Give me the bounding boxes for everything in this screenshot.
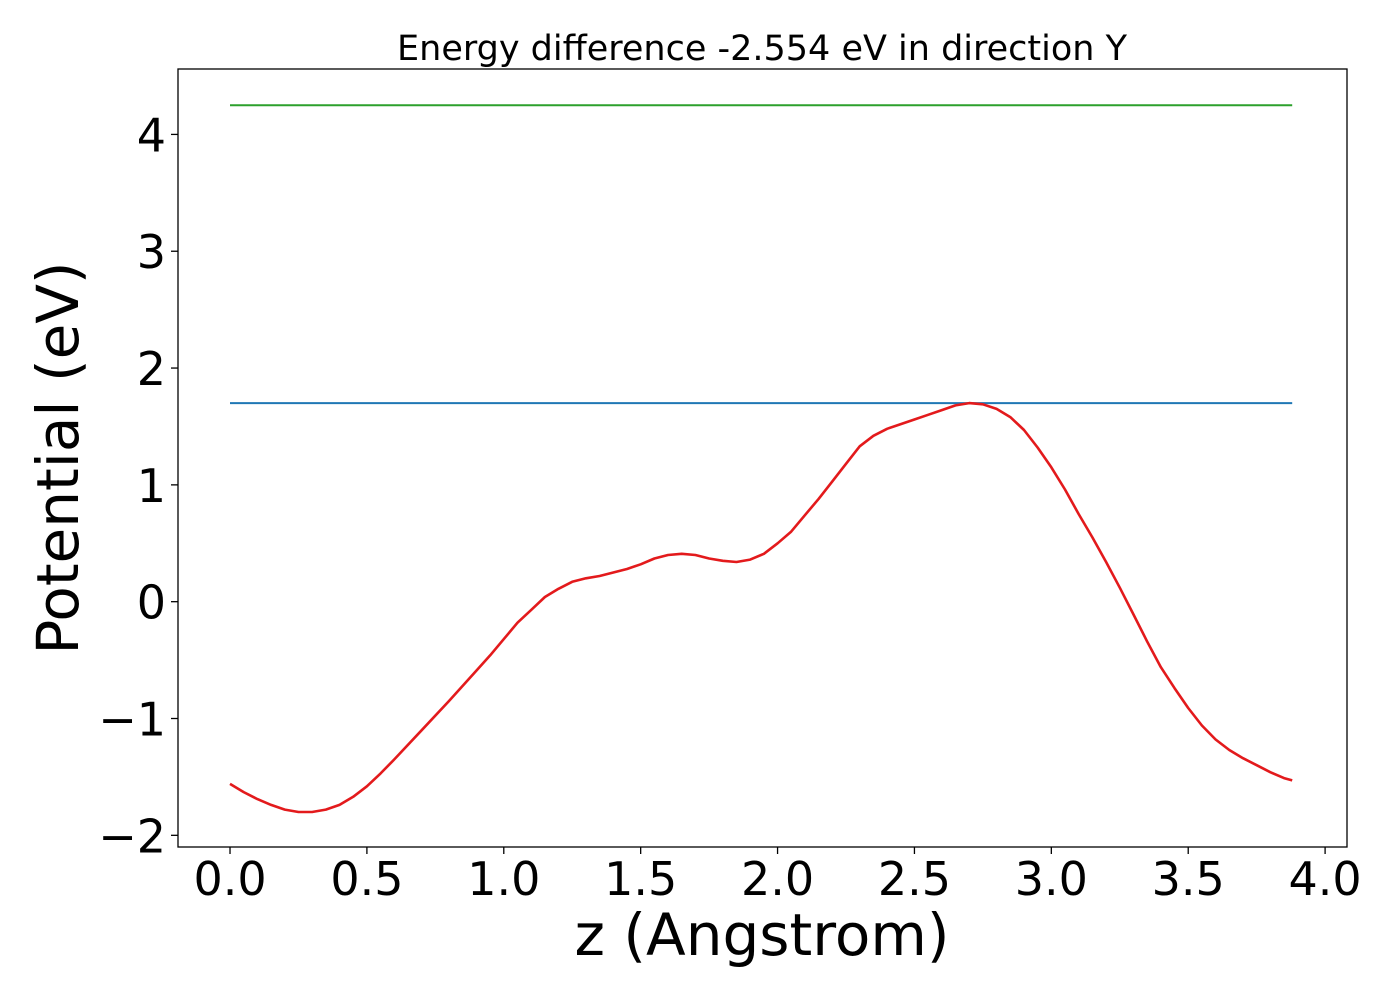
x-tick-label: 3.0: [1015, 852, 1088, 906]
x-tick-label: 0.5: [330, 852, 403, 906]
y-tick-label: 4: [137, 108, 166, 162]
y-tick-label: −1: [98, 693, 166, 747]
y-axis-ticks: −2 −1 0 1 2 3 4: [98, 108, 178, 863]
chart-title: Energy difference -2.554 eV in direction…: [397, 29, 1128, 69]
y-tick-label: 1: [137, 459, 166, 513]
x-tick-label: 3.5: [1152, 852, 1225, 906]
y-tick-label: 3: [137, 225, 166, 279]
x-tick-label: 2.0: [741, 852, 814, 906]
x-tick-label: 0.0: [193, 852, 266, 906]
x-tick-label: 1.5: [604, 852, 677, 906]
y-tick-label: −2: [98, 809, 166, 863]
y-tick-label: 0: [137, 576, 166, 630]
y-axis-title: Potential (eV): [24, 261, 92, 654]
plot-frame: [177, 68, 1348, 848]
x-axis-title: z (Angstrom): [575, 901, 950, 969]
x-tick-label: 2.5: [878, 852, 951, 906]
y-tick-label: 2: [137, 342, 166, 396]
x-tick-label: 4.0: [1289, 852, 1362, 906]
x-tick-label: 1.0: [467, 852, 540, 906]
series-line-3: [229, 401, 1293, 814]
series-lines: [229, 104, 1293, 814]
x-axis-ticks: 0.0 0.5 1.0 1.5 2.0 2.5 3.0 3.5 4.0: [193, 847, 1362, 906]
